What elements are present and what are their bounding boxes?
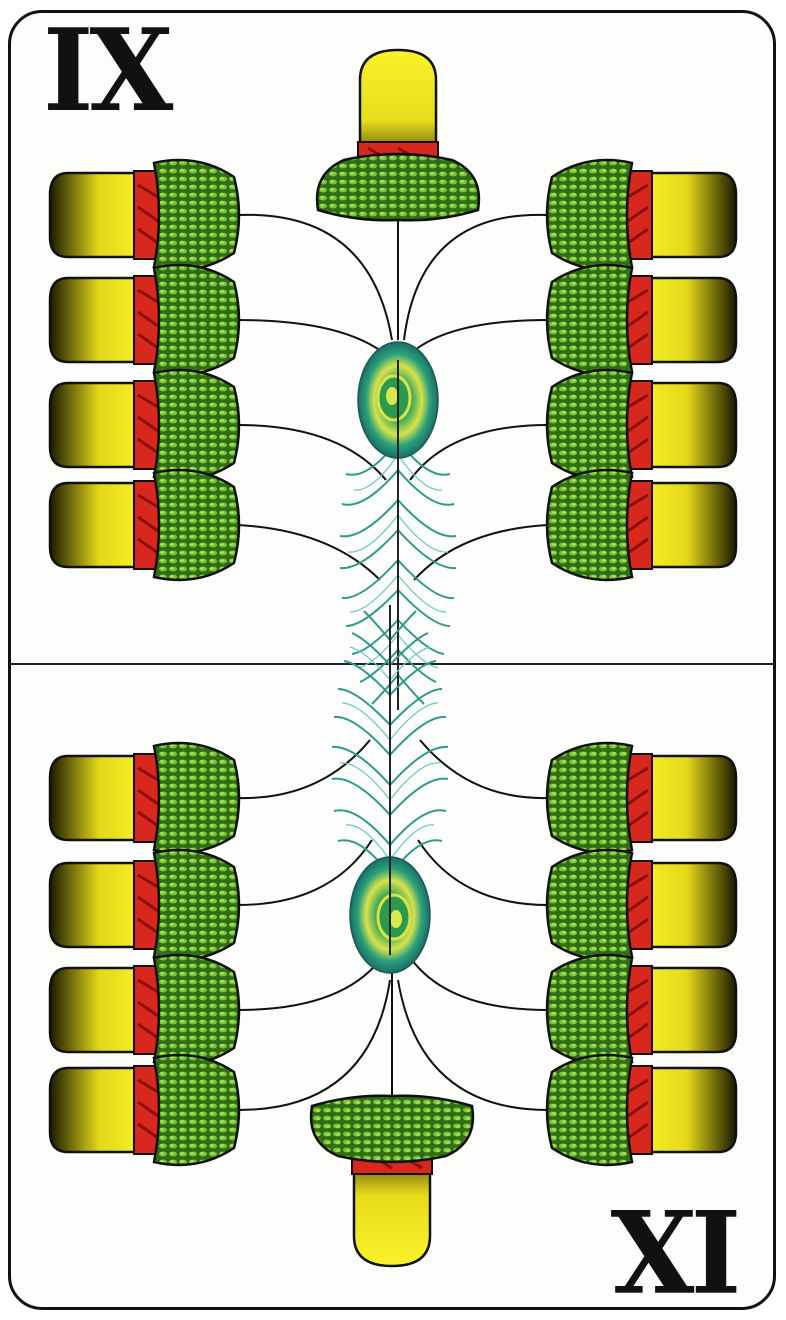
rank-index-top: IX: [43, 10, 173, 138]
acorn-icon: [547, 955, 736, 1065]
stems-bottom: [237, 739, 549, 1111]
acorn-icon: [48, 468, 241, 582]
acorn-icon: [547, 265, 736, 375]
acorn-icon: [547, 370, 736, 480]
acorn-icon: [48, 158, 241, 272]
acorn-icon: [547, 160, 736, 270]
acorn-icon: [48, 741, 241, 855]
acorn-icon: [547, 1055, 736, 1165]
acorn-icon: [547, 470, 736, 580]
peacock-feather-icon: [330, 603, 450, 975]
acorn-icon: [309, 1094, 475, 1268]
stems-top: [237, 205, 549, 581]
acorn-icon: [48, 953, 241, 1067]
peacock-feather-icon: [338, 340, 458, 712]
acorn-icon: [315, 48, 481, 222]
acorn-icon: [48, 368, 241, 482]
acorn-icon: [547, 850, 736, 960]
acorn-icon: [547, 743, 736, 853]
acorn-icon: [48, 848, 241, 962]
acorn-icon: [48, 1053, 241, 1167]
acorn-icon: [48, 263, 241, 377]
